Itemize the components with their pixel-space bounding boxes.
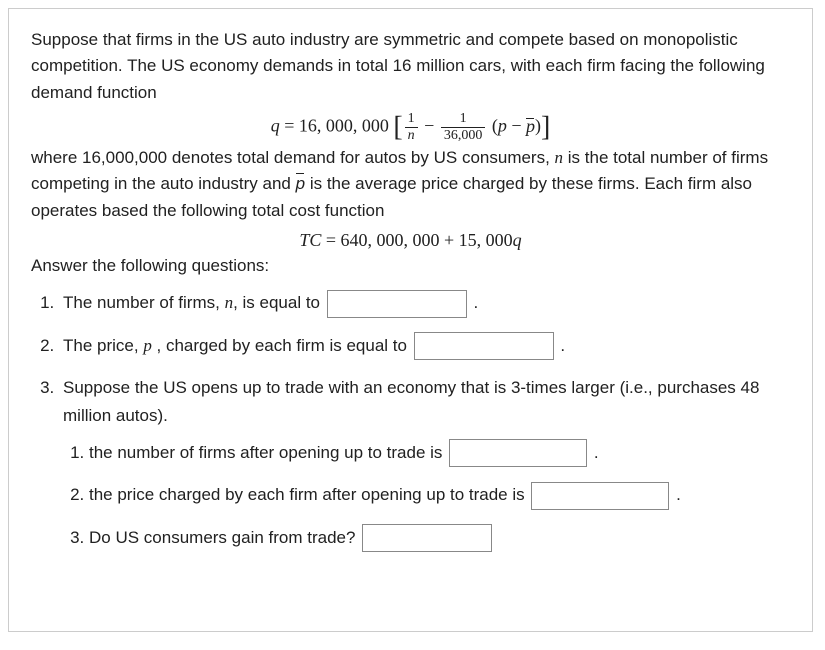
frac-1-over-n: 1n [405, 112, 418, 143]
frac-1-over-36000: 136,000 [441, 112, 486, 143]
frac2-den: 36,000 [441, 128, 486, 143]
q1-end: . [469, 293, 478, 312]
eq-p: p [498, 116, 507, 136]
question-3-3: Do US consumers gain from trade? [89, 524, 790, 553]
q2-text-b: , charged by each firm is equal to [152, 336, 412, 355]
question-list: The number of firms, n, is equal to . Th… [59, 289, 790, 552]
answer-input-3-3[interactable] [362, 524, 492, 552]
answer-input-3-2[interactable] [531, 482, 669, 510]
q1-text-b: , is equal to [233, 293, 325, 312]
problem-card: Suppose that firms in the US auto indust… [8, 8, 813, 632]
eq-const: 16, 000, 000 [299, 116, 389, 136]
q3-2-end: . [671, 485, 680, 504]
left-bracket: [ [393, 112, 402, 143]
q3-3-text: Do US consumers gain from trade? [89, 528, 360, 547]
eq-equals: = [280, 116, 299, 136]
q2-text-a: The price, [63, 336, 143, 355]
cost-equation: TC = 640, 000, 000 + 15, 000q [31, 230, 790, 251]
question-3: Suppose the US opens up to trade with an… [59, 374, 790, 552]
frac1-num: 1 [405, 112, 418, 128]
frac2-num: 1 [441, 112, 486, 128]
question-3-1: the number of firms after opening up to … [89, 439, 790, 468]
q3-1-end: . [589, 443, 598, 462]
subquestion-list: the number of firms after opening up to … [89, 439, 790, 553]
q1-n: n [225, 293, 234, 312]
eq2-equals: = [321, 230, 340, 250]
q2-end: . [556, 336, 565, 355]
eq-minus: − [420, 116, 439, 136]
q1-text-a: The number of firms, [63, 293, 225, 312]
q3-2-text: the price charged by each firm after ope… [89, 485, 529, 504]
intro2-n: n [555, 148, 564, 167]
question-1: The number of firms, n, is equal to . [59, 289, 790, 318]
eq-q: q [271, 116, 280, 136]
eq-TC: TC [299, 230, 321, 250]
answer-input-2[interactable] [414, 332, 554, 360]
question-3-2: the price charged by each firm after ope… [89, 481, 790, 510]
q3-1-text: the number of firms after opening up to … [89, 443, 447, 462]
eq2-const: 640, 000, 000 + 15, 000 [341, 230, 513, 250]
intro2-text-a: where 16,000,000 denotes total demand fo… [31, 148, 555, 167]
intro-paragraph-1: Suppose that firms in the US auto indust… [31, 27, 790, 106]
q3-text: Suppose the US opens up to trade with an… [63, 378, 759, 424]
intro2-pbar: p [296, 171, 305, 197]
answer-input-3-1[interactable] [449, 439, 587, 467]
eq2-q: q [513, 230, 522, 250]
answer-input-1[interactable] [327, 290, 467, 318]
question-2: The price, p , charged by each firm is e… [59, 332, 790, 361]
q2-p: p [143, 336, 152, 355]
answer-prompt: Answer the following questions: [31, 253, 790, 279]
demand-equation: q = 16, 000, 000 [1n − 136,000 (p − p)] [31, 112, 790, 143]
intro-paragraph-2: where 16,000,000 denotes total demand fo… [31, 145, 790, 224]
eq-pbar: p [526, 116, 535, 137]
frac1-den: n [405, 128, 418, 143]
right-bracket: ] [541, 112, 550, 143]
